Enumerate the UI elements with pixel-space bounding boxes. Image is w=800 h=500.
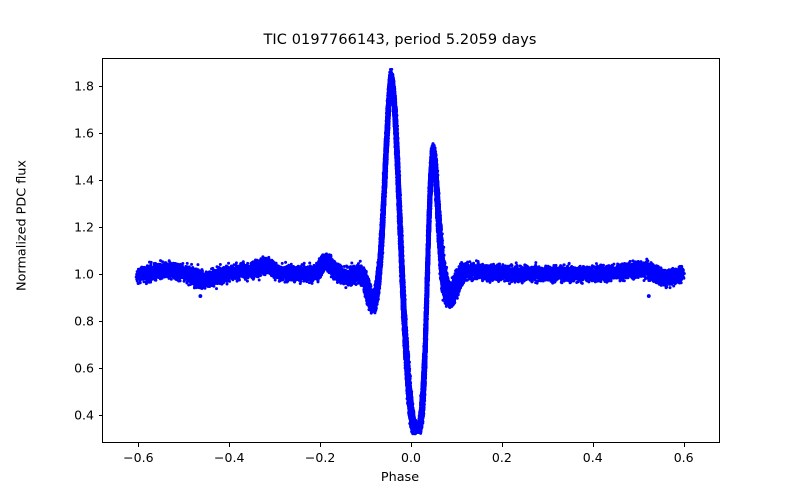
x-tick-mark	[411, 443, 412, 447]
x-tick-mark	[593, 443, 594, 447]
x-tick-label: 0.2	[492, 450, 512, 465]
y-tick-mark	[99, 133, 103, 134]
x-tick-mark	[320, 443, 321, 447]
x-tick-label: −0.6	[123, 450, 153, 465]
x-tick-label: 0.6	[674, 450, 694, 465]
y-tick-mark	[99, 321, 103, 322]
y-tick-mark	[99, 86, 103, 87]
x-tick-mark	[502, 443, 503, 447]
y-axis-label: Normalized PDC flux	[15, 26, 30, 426]
x-tick-label: 0.0	[401, 450, 421, 465]
x-tick-mark	[138, 443, 139, 447]
x-tick-label: 0.4	[583, 450, 603, 465]
y-tick-mark	[99, 368, 103, 369]
y-tick-mark	[99, 227, 103, 228]
x-tick-mark	[684, 443, 685, 447]
x-tick-label: −0.4	[214, 450, 244, 465]
y-tick-mark	[99, 274, 103, 275]
x-axis-label: Phase	[0, 470, 800, 485]
y-tick-mark	[99, 415, 103, 416]
x-tick-label: −0.2	[305, 450, 335, 465]
x-tick-mark	[229, 443, 230, 447]
y-tick-mark	[99, 180, 103, 181]
